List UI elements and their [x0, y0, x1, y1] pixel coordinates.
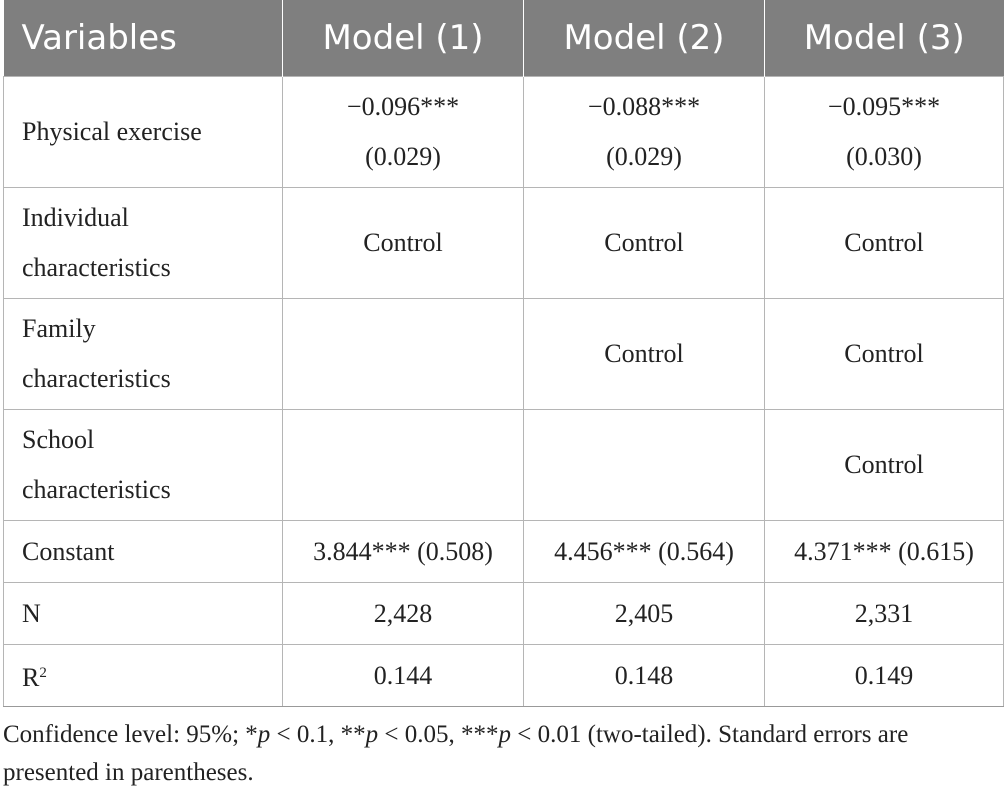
header-variables: Variables: [3, 0, 283, 77]
row-individual-characteristics: Individual characteristics Control Contr…: [3, 187, 1004, 299]
cell-model-3: Control: [764, 187, 1004, 299]
cell-model-2: 0.148: [523, 644, 765, 707]
row-label-line-1: Individual: [22, 203, 129, 232]
cell-model-3: Control: [764, 409, 1004, 521]
regression-table: Variables Model (1) Model (2) Model (3) …: [3, 0, 1004, 707]
row-label: R2: [3, 644, 283, 707]
cell-model-2: 4.456*** (0.564): [523, 520, 765, 583]
standard-error: (0.029): [606, 142, 682, 171]
row-n: N 2,428 2,405 2,331: [3, 582, 1004, 645]
cell-model-3: −0.095*** (0.030): [764, 76, 1004, 188]
cell-model-3: 2,331: [764, 582, 1004, 645]
header-model-1: Model (1): [282, 0, 524, 77]
coefficient: −0.096***: [346, 92, 460, 121]
cell-model-1: 0.144: [282, 644, 524, 707]
r-squared-base: R: [22, 663, 40, 692]
row-label: Constant: [3, 520, 283, 583]
row-label: Individual characteristics: [3, 187, 283, 299]
cell-model-2: Control: [523, 298, 765, 410]
standard-error: (0.030): [846, 142, 922, 171]
table-footnote: Confidence level: 95%; *p < 0.1, **p < 0…: [3, 716, 993, 792]
row-physical-exercise: Physical exercise −0.096*** (0.029) −0.0…: [3, 76, 1004, 188]
row-label-line-1: School: [22, 425, 95, 454]
cell-model-1: [282, 409, 524, 521]
row-label: Physical exercise: [3, 76, 283, 188]
table-body: Physical exercise −0.096*** (0.029) −0.0…: [3, 76, 1004, 707]
row-label: Family characteristics: [3, 298, 283, 410]
header-row: Variables Model (1) Model (2) Model (3): [3, 0, 1004, 77]
note-p-3: p: [498, 721, 512, 748]
row-school-characteristics: School characteristics Control: [3, 409, 1004, 521]
regression-table-container: Variables Model (1) Model (2) Model (3) …: [3, 0, 1004, 707]
row-label: N: [3, 582, 283, 645]
coefficient: −0.095***: [827, 92, 941, 121]
cell-model-1: 3.844*** (0.508): [282, 520, 524, 583]
cell-model-1: Control: [282, 187, 524, 299]
cell-model-3: Control: [764, 298, 1004, 410]
row-family-characteristics: Family characteristics Control Control: [3, 298, 1004, 410]
cell-model-1: −0.096*** (0.029): [282, 76, 524, 188]
note-p-2: p: [365, 721, 379, 748]
header-model-2: Model (2): [523, 0, 765, 77]
row-label: School characteristics: [3, 409, 283, 521]
header-model-3: Model (3): [764, 0, 1004, 77]
r-squared-superscript: 2: [39, 665, 47, 681]
cell-model-2: −0.088*** (0.029): [523, 76, 765, 188]
cell-model-1: [282, 298, 524, 410]
row-r-squared: R2 0.144 0.148 0.149: [3, 644, 1004, 707]
cell-model-2: 2,405: [523, 582, 765, 645]
row-label-line-1: Family: [22, 314, 96, 343]
cell-model-3: 4.371*** (0.615): [764, 520, 1004, 583]
note-p-1: p: [257, 721, 271, 748]
cell-model-2: [523, 409, 765, 521]
note-text-4: < 0.01 (two-tailed). Standard errors are…: [3, 721, 909, 786]
cell-model-3: 0.149: [764, 644, 1004, 707]
note-text-1: Confidence level: 95%; *: [3, 721, 258, 748]
row-label-line-2: characteristics: [22, 475, 171, 504]
table-header: Variables Model (1) Model (2) Model (3): [3, 0, 1004, 77]
cell-model-2: Control: [523, 187, 765, 299]
coefficient: −0.088***: [587, 92, 701, 121]
row-label-line-2: characteristics: [22, 364, 171, 393]
standard-error: (0.029): [365, 142, 441, 171]
note-text-3: < 0.05, ***: [378, 721, 499, 748]
row-label-line-2: characteristics: [22, 253, 171, 282]
cell-model-1: 2,428: [282, 582, 524, 645]
note-text-2: < 0.1, **: [270, 721, 366, 748]
row-constant: Constant 3.844*** (0.508) 4.456*** (0.56…: [3, 520, 1004, 583]
